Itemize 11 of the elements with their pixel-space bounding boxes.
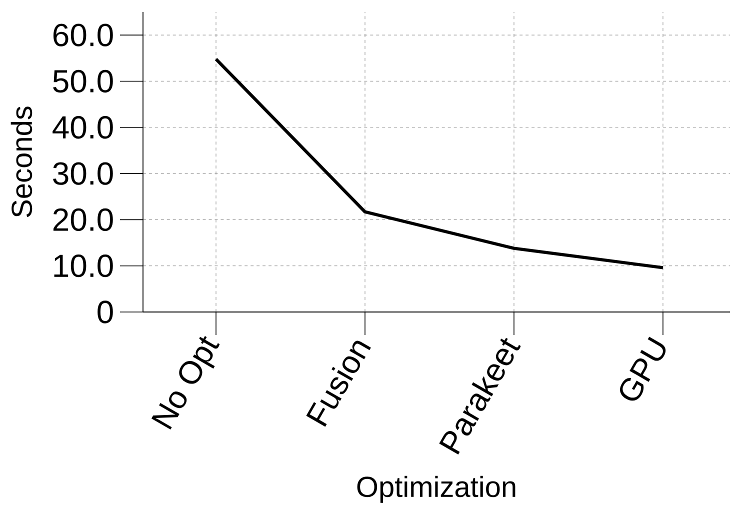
y-tick-label: 20.0	[53, 208, 113, 232]
x-tick-label: No Opt	[151, 336, 220, 430]
y-tick-label: 0	[98, 300, 113, 324]
y-tick-label: 60.0	[53, 24, 113, 46]
y-tick-label: 40.0	[52, 116, 113, 139]
y-tick-label: 10.0	[54, 254, 113, 278]
x-axis-title: Optimization	[357, 476, 516, 503]
y-tick-label: 50.0	[53, 70, 113, 93]
y-axis-title: Seconds	[10, 106, 32, 218]
y-tick-label: 30.0	[53, 162, 113, 185]
line-series	[214, 57, 665, 270]
